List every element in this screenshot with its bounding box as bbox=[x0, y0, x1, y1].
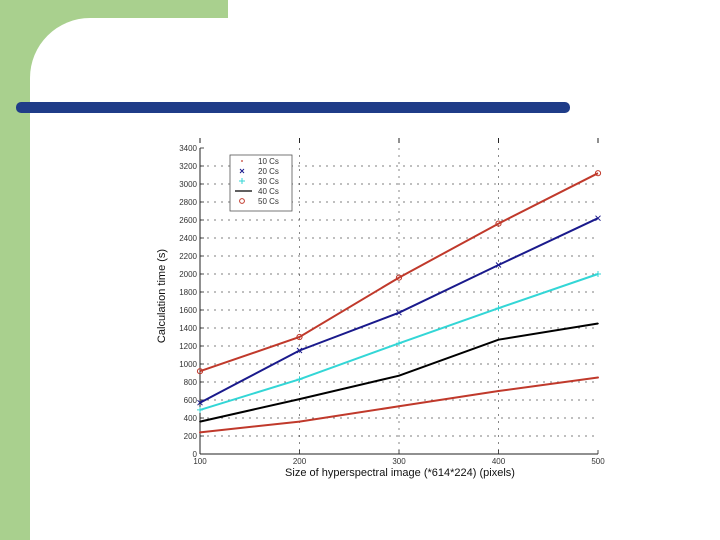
data-point bbox=[196, 368, 204, 375]
y-tick-label: 1800 bbox=[179, 288, 197, 297]
data-point bbox=[597, 376, 599, 379]
data-point bbox=[296, 347, 303, 354]
data-point bbox=[594, 170, 602, 177]
legend-marker bbox=[239, 198, 245, 204]
data-point bbox=[395, 274, 403, 281]
y-tick-label: 400 bbox=[184, 414, 198, 423]
y-tick-label: 3400 bbox=[179, 144, 197, 153]
legend-marker bbox=[239, 168, 245, 174]
y-tick-label: 2200 bbox=[179, 252, 197, 261]
data-point bbox=[495, 305, 502, 312]
data-point bbox=[298, 420, 301, 423]
data-point bbox=[197, 399, 203, 406]
y-tick-label: 1000 bbox=[179, 360, 197, 369]
legend-label: 40 Cs bbox=[258, 187, 279, 196]
grid-lines bbox=[200, 148, 598, 454]
y-tick-label: 3000 bbox=[179, 180, 197, 189]
legend-box bbox=[229, 154, 293, 212]
data-point bbox=[197, 406, 203, 413]
x-tick-label: 200 bbox=[293, 457, 307, 466]
data-point bbox=[595, 271, 601, 277]
data-point bbox=[396, 340, 402, 347]
legend-marker bbox=[241, 160, 243, 162]
y-tick-label: 2000 bbox=[179, 270, 197, 279]
data-point bbox=[296, 376, 303, 383]
series-line-5 bbox=[199, 172, 599, 373]
y-tick-label: 2400 bbox=[179, 234, 197, 243]
data-point bbox=[497, 390, 500, 392]
y-tick-label: 2600 bbox=[179, 216, 197, 225]
x-tick-label: 400 bbox=[492, 457, 506, 466]
y-axis-label: Calculation time (s) bbox=[156, 249, 168, 343]
legend-label: 30 Cs bbox=[258, 177, 279, 186]
x-axis-label: Size of hyperspectral image (*614*224) (… bbox=[285, 467, 515, 479]
y-tick-label: 2800 bbox=[179, 198, 197, 207]
data-point bbox=[398, 374, 400, 377]
series-lines bbox=[196, 170, 602, 434]
series-line-1 bbox=[199, 376, 599, 434]
y-tick-label: 600 bbox=[184, 396, 198, 405]
decor-left-band bbox=[0, 0, 30, 540]
data-point bbox=[199, 431, 201, 434]
legend-marker bbox=[239, 178, 245, 184]
y-tick-label: 3200 bbox=[179, 162, 197, 171]
x-tick-label: 300 bbox=[392, 457, 406, 466]
data-point bbox=[298, 398, 301, 400]
legend-label: 10 Cs bbox=[258, 157, 279, 166]
data-point bbox=[398, 405, 400, 408]
data-point bbox=[495, 220, 502, 227]
data-point bbox=[296, 333, 303, 341]
y-tick-label: 1200 bbox=[179, 342, 197, 351]
tick-labels: 0 200 400 600 800 1000 1200 1400 1600 1800 2000 220… bbox=[179, 144, 605, 466]
legend-label: 20 Cs bbox=[258, 167, 279, 176]
data-point bbox=[497, 338, 500, 341]
data-point bbox=[199, 420, 201, 423]
y-tick-label: 1600 bbox=[179, 306, 197, 315]
data-point bbox=[597, 322, 599, 325]
y-tick-label: 800 bbox=[184, 378, 198, 387]
data-point bbox=[495, 262, 502, 268]
y-tick-label: 1400 bbox=[179, 324, 197, 333]
x-tick-label: 100 bbox=[193, 457, 207, 466]
y-tick-label: 0 bbox=[193, 450, 198, 459]
legend-label: 50 Cs bbox=[258, 197, 279, 206]
data-point bbox=[595, 215, 601, 222]
x-tick-label: 500 bbox=[591, 457, 605, 466]
decor-top-band bbox=[0, 0, 228, 18]
y-tick-label: 200 bbox=[184, 432, 198, 441]
data-point bbox=[396, 309, 402, 316]
title-divider-bar bbox=[16, 102, 570, 113]
